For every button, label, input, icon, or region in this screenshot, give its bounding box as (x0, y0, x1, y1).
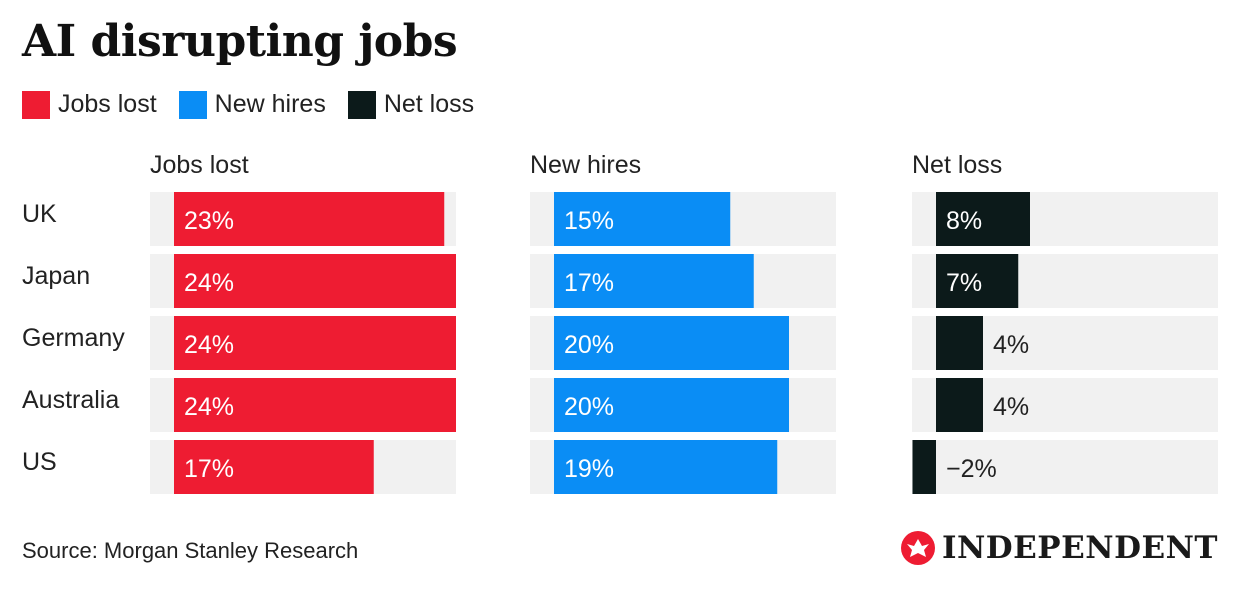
data-label: 24% (184, 393, 234, 421)
legend-swatch-net-loss (347, 90, 376, 119)
bar (174, 440, 374, 494)
bar (174, 254, 456, 308)
data-label: 8% (946, 207, 982, 235)
bar (174, 378, 456, 432)
bar (174, 316, 456, 370)
bar (936, 378, 983, 432)
panel-header: Jobs lost (150, 151, 249, 179)
data-label: 20% (564, 331, 614, 359)
panel-header: New hires (530, 151, 641, 179)
legend: Jobs lost New hires Net loss (22, 90, 496, 119)
data-label: 24% (184, 269, 234, 297)
panel-header: Net loss (912, 151, 1002, 179)
legend-label-net-loss: Net loss (383, 90, 475, 118)
bar (912, 440, 936, 494)
bar (936, 316, 983, 370)
bar (174, 192, 445, 246)
bar (554, 254, 754, 308)
data-label: 17% (184, 455, 234, 483)
legend-swatch-jobs-lost (22, 90, 50, 119)
bar (554, 192, 731, 246)
bar (936, 192, 1030, 246)
legend-swatch-new-hires (178, 90, 207, 119)
bar-track (912, 440, 1218, 494)
category-label: Germany (22, 324, 125, 352)
legend-item-jobs-lost: Jobs lost (22, 90, 157, 119)
bar (554, 316, 789, 370)
bar (936, 254, 1019, 308)
brand-logo: INDEPENDENT (900, 530, 1218, 566)
data-label: 17% (564, 269, 614, 297)
eagle-icon (900, 531, 935, 565)
category-label: US (22, 448, 57, 476)
data-label: −2% (946, 455, 997, 483)
data-label: 15% (564, 207, 614, 235)
data-label: 4% (993, 393, 1029, 421)
legend-item-new-hires: New hires (178, 90, 326, 119)
data-label: 24% (184, 331, 234, 359)
category-label: UK (22, 200, 57, 228)
brand-name: INDEPENDENT (941, 530, 1218, 566)
legend-item-net-loss: Net loss (347, 90, 475, 119)
data-label: 23% (184, 207, 234, 235)
category-label: Australia (22, 386, 119, 414)
bar (554, 378, 789, 432)
category-label: Japan (22, 262, 90, 290)
bar (554, 440, 778, 494)
legend-label-new-hires: New hires (214, 90, 326, 118)
source-note: Source: Morgan Stanley Research (22, 538, 359, 563)
legend-label-jobs-lost: Jobs lost (58, 90, 157, 118)
data-label: 4% (993, 331, 1029, 359)
chart-title: AI disrupting jobs (22, 16, 458, 67)
data-label: 19% (564, 455, 614, 483)
data-label: 7% (946, 269, 982, 297)
data-label: 20% (564, 393, 614, 421)
